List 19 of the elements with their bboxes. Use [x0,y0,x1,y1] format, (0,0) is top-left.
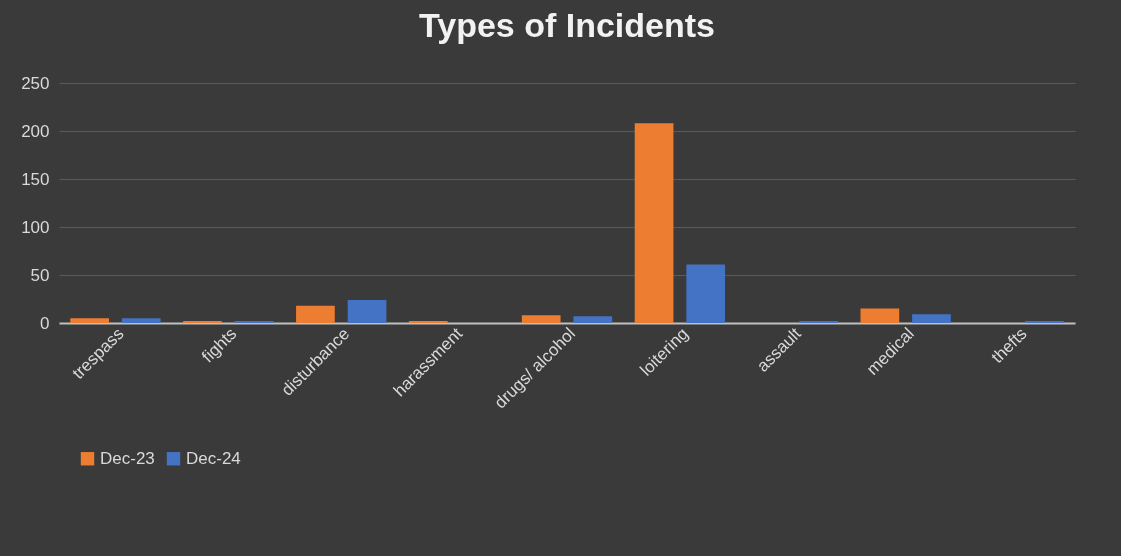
bar [70,318,109,323]
bar [121,318,161,323]
bar [347,299,387,323]
legend-label: Dec-24 [186,448,241,468]
bar [521,315,561,323]
bar [686,264,726,323]
y-tick-label: 150 [21,169,50,189]
y-tick-label: 100 [21,217,50,237]
bar [912,314,951,323]
y-tick-label: 50 [30,265,50,285]
bar [573,316,613,323]
bar [634,123,674,323]
y-tick-label: 250 [21,73,50,93]
legend-label: Dec-23 [100,448,155,468]
y-tick-label: 200 [21,121,50,141]
bar [296,305,335,323]
bar [860,308,900,323]
chart-title: Types of Incidents [419,6,715,44]
y-tick-label: 0 [40,313,50,333]
